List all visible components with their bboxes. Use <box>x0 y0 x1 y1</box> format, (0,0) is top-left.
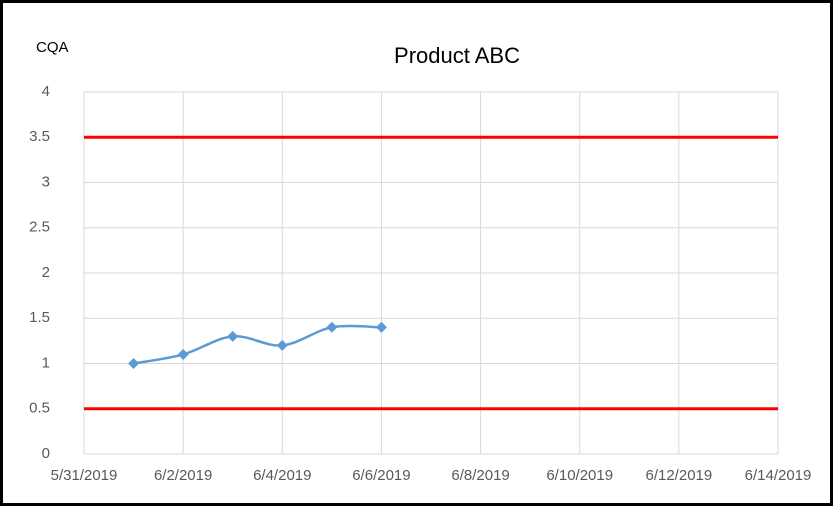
x-tick-label: 5/31/2019 <box>51 467 118 484</box>
y-tick-label: 0 <box>42 445 50 462</box>
x-tick-label: 6/6/2019 <box>352 467 410 484</box>
x-tick-label: 6/14/2019 <box>745 467 812 484</box>
data-point <box>326 321 338 333</box>
chart-title: Product ABC <box>394 43 520 68</box>
data-point <box>227 330 239 342</box>
y-tick-label: 3 <box>42 173 50 190</box>
x-tick-label: 6/8/2019 <box>451 467 509 484</box>
y-tick-label: 1.5 <box>29 309 50 326</box>
y-tick-label: 1 <box>42 354 50 371</box>
y-tick-label: 2.5 <box>29 219 50 236</box>
y-tick-label: 2 <box>42 264 50 281</box>
data-point <box>128 358 140 369</box>
x-tick-label: 6/4/2019 <box>253 467 311 484</box>
data-point <box>276 339 288 351</box>
x-tick-label: 6/12/2019 <box>645 467 712 484</box>
x-tick-label: 6/2/2019 <box>154 467 212 484</box>
data-point <box>177 348 189 360</box>
x-tick-label: 6/10/2019 <box>546 467 613 484</box>
y-tick-label: 0.5 <box>29 400 50 417</box>
y-axis-label: CQA <box>36 39 69 56</box>
y-tick-label: 3.5 <box>29 128 50 145</box>
y-tick-label: 4 <box>42 83 50 100</box>
data-point <box>375 321 387 333</box>
